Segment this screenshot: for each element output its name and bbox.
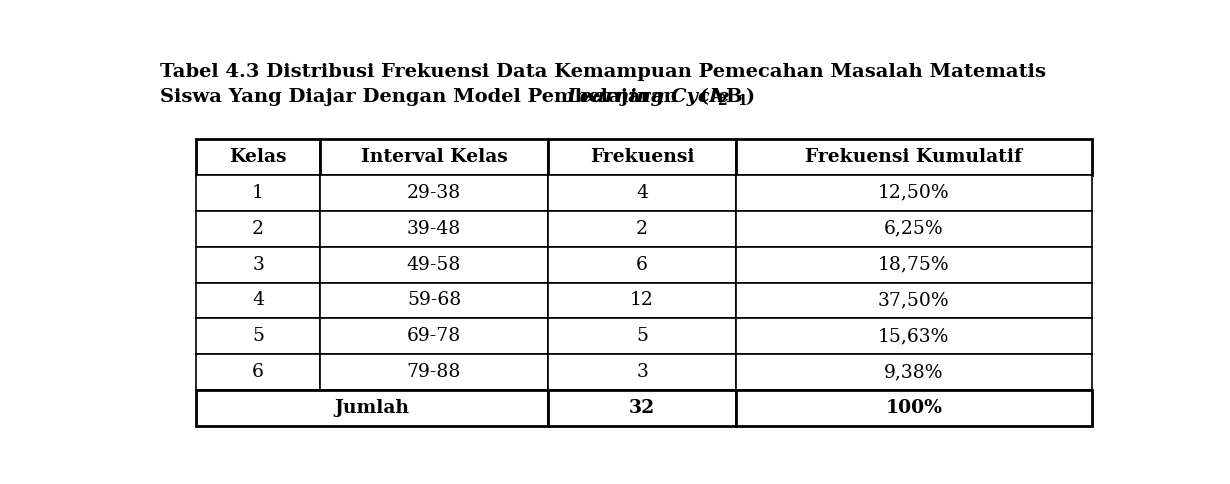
Bar <box>320 318 549 354</box>
Bar <box>736 354 1091 390</box>
Text: Interval Kelas: Interval Kelas <box>360 148 508 166</box>
Text: 49-58: 49-58 <box>407 256 461 273</box>
Text: 9,38%: 9,38% <box>884 363 943 381</box>
Bar <box>197 354 320 390</box>
Text: 2: 2 <box>717 94 727 108</box>
Bar <box>320 139 549 175</box>
Bar <box>549 211 736 247</box>
Text: 5: 5 <box>252 327 264 346</box>
Bar <box>320 354 549 390</box>
Bar <box>549 318 736 354</box>
Bar <box>549 390 736 426</box>
Text: 4: 4 <box>636 184 648 202</box>
Bar <box>549 175 736 211</box>
Bar <box>736 175 1091 211</box>
Text: 69-78: 69-78 <box>407 327 461 346</box>
Bar <box>549 247 736 283</box>
Text: 12,50%: 12,50% <box>878 184 950 202</box>
Text: 32: 32 <box>629 399 656 417</box>
Text: 1: 1 <box>738 94 748 108</box>
Text: Jumlah: Jumlah <box>335 399 410 417</box>
Text: B: B <box>724 88 742 106</box>
Bar <box>197 247 320 283</box>
Text: 6: 6 <box>636 256 648 273</box>
Text: 2: 2 <box>252 220 264 238</box>
Text: (A: (A <box>694 88 724 106</box>
Bar <box>197 139 320 175</box>
Bar <box>197 283 320 318</box>
Bar <box>549 139 736 175</box>
Text: Frekuensi: Frekuensi <box>590 148 695 166</box>
Text: Frekuensi Kumulatif: Frekuensi Kumulatif <box>806 148 1022 166</box>
Bar <box>736 390 1091 426</box>
Bar <box>320 283 549 318</box>
Bar <box>197 318 320 354</box>
Bar <box>736 211 1091 247</box>
Text: 29-38: 29-38 <box>407 184 461 202</box>
Text: 15,63%: 15,63% <box>878 327 950 346</box>
Text: Siswa Yang Diajar Dengan Model Pembelajaran: Siswa Yang Diajar Dengan Model Pembelaja… <box>160 88 684 106</box>
Text: Tabel 4.3 Distribusi Frekuensi Data Kemampuan Pemecahan Masalah Matematis: Tabel 4.3 Distribusi Frekuensi Data Kema… <box>160 63 1046 81</box>
Text: ): ) <box>745 88 754 106</box>
Bar <box>549 354 736 390</box>
Text: Kelas: Kelas <box>229 148 287 166</box>
Text: 59-68: 59-68 <box>407 291 461 309</box>
Bar <box>320 211 549 247</box>
Text: Learning Cycle: Learning Cycle <box>567 88 729 106</box>
Text: 5: 5 <box>636 327 648 346</box>
Text: 6: 6 <box>252 363 264 381</box>
Bar <box>197 390 549 426</box>
Text: 4: 4 <box>252 291 264 309</box>
Text: 12: 12 <box>630 291 654 309</box>
Bar <box>549 283 736 318</box>
Bar <box>736 318 1091 354</box>
Text: 100%: 100% <box>886 399 942 417</box>
Text: 18,75%: 18,75% <box>878 256 950 273</box>
Text: 3: 3 <box>252 256 264 273</box>
Text: 39-48: 39-48 <box>407 220 461 238</box>
Bar <box>320 247 549 283</box>
Text: 6,25%: 6,25% <box>884 220 943 238</box>
Text: 79-88: 79-88 <box>407 363 461 381</box>
Text: 3: 3 <box>636 363 648 381</box>
Text: 2: 2 <box>636 220 648 238</box>
Bar <box>736 283 1091 318</box>
Text: 1: 1 <box>252 184 264 202</box>
Text: 37,50%: 37,50% <box>878 291 950 309</box>
Bar <box>736 139 1091 175</box>
Bar <box>736 247 1091 283</box>
Bar <box>197 211 320 247</box>
Bar <box>197 175 320 211</box>
Bar <box>320 175 549 211</box>
